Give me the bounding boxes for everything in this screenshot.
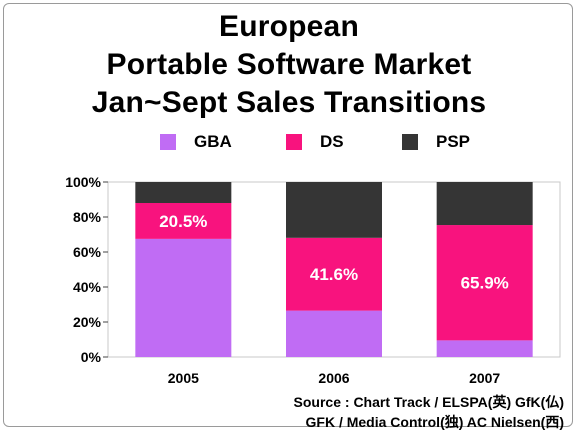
legend: GBA DS PSP	[0, 130, 578, 154]
chart-title: European Portable Software Market Jan~Se…	[0, 8, 578, 122]
y-tick-label: 40%	[73, 279, 102, 295]
legend-label-psp: PSP	[436, 132, 471, 151]
legend-item-ds: DS	[286, 130, 344, 154]
y-tick-label: 80%	[73, 209, 102, 225]
bar-ds-2006	[286, 237, 382, 311]
bar-psp-2007	[436, 182, 533, 226]
bar-gba-2007	[436, 340, 533, 357]
legend-label-gba: GBA	[194, 132, 232, 151]
title-line-2: Portable Software Market	[106, 48, 472, 81]
y-tick-label: 100%	[65, 174, 101, 190]
title-line-1: European	[219, 10, 359, 43]
y-tick-label: 60%	[73, 244, 102, 260]
legend-label-ds: DS	[320, 132, 344, 151]
y-tick-label: 20%	[73, 314, 102, 330]
title-line-3: Jan~Sept Sales Transitions	[91, 86, 487, 119]
source-line-2: GFK / Media Control(独) AC Nielsen(西)	[305, 414, 564, 430]
data-label-2006: 41.6%	[310, 265, 358, 284]
source-line-1: Source : Chart Track / ELSPA(英) GfK(仏)	[293, 394, 564, 410]
legend-swatch-ds	[286, 134, 302, 150]
x-tick-label: 2005	[168, 370, 199, 386]
data-label-2007: 65.9%	[461, 274, 509, 293]
bar-psp-2005	[135, 182, 232, 203]
bar-psp-2006	[286, 182, 382, 238]
bar-gba-2006	[286, 310, 382, 357]
legend-item-psp: PSP	[402, 130, 470, 154]
bar-ds-2005	[135, 203, 232, 239]
x-tick-label: 2007	[469, 370, 500, 386]
data-label-2005: 20.5%	[159, 212, 207, 231]
legend-swatch-psp	[402, 134, 418, 150]
legend-swatch-gba	[160, 134, 176, 150]
slide-frame	[3, 3, 573, 427]
bar-gba-2005	[135, 238, 232, 357]
y-tick-label: 0%	[81, 349, 102, 365]
legend-item-gba: GBA	[160, 130, 232, 154]
x-tick-label: 2006	[318, 370, 349, 386]
bar-ds-2007	[436, 225, 533, 341]
